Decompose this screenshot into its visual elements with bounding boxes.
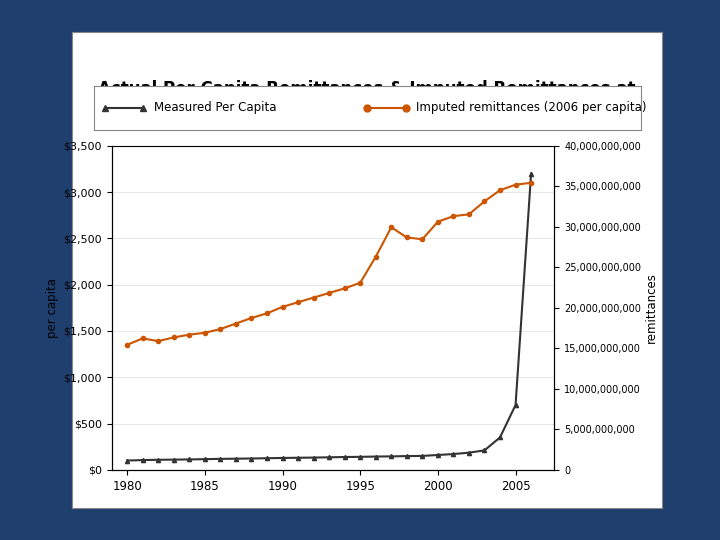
Measured Per Capita <box>356 454 364 460</box>
Imputed remittances (2006 per capita) <box>418 236 427 242</box>
Measured Per Capita <box>511 402 520 408</box>
Measured Per Capita <box>325 454 333 461</box>
Measured Per Capita <box>263 455 271 462</box>
Measured Per Capita <box>341 454 349 460</box>
Measured Per Capita <box>294 455 302 461</box>
Measured Per Capita <box>449 451 458 457</box>
Imputed remittances (2006 per capita) <box>325 290 333 296</box>
Text: Measured Per Capita: Measured Per Capita <box>154 102 276 114</box>
Imputed remittances (2006 per capita) <box>232 320 240 327</box>
Imputed remittances (2006 per capita) <box>511 181 520 188</box>
Measured Per Capita <box>154 456 163 463</box>
Imputed remittances (2006 per capita) <box>341 285 349 292</box>
Y-axis label: remittances: remittances <box>645 272 658 343</box>
Imputed remittances (2006 per capita) <box>123 342 132 348</box>
Measured Per Capita <box>418 453 427 459</box>
Imputed remittances (2006 per capita) <box>480 198 489 205</box>
Imputed remittances (2006 per capita) <box>294 299 302 306</box>
Imputed remittances (2006 per capita) <box>464 211 473 218</box>
Imputed remittances (2006 per capita) <box>372 254 380 260</box>
Imputed remittances (2006 per capita) <box>263 310 271 316</box>
Imputed remittances (2006 per capita) <box>402 234 411 241</box>
Measured Per Capita <box>232 455 240 462</box>
Imputed remittances (2006 per capita) <box>154 338 163 345</box>
Imputed remittances (2006 per capita) <box>449 213 458 219</box>
Imputed remittances (2006 per capita) <box>527 180 536 186</box>
Measured Per Capita <box>169 456 178 463</box>
Text: Imputed remittances (2006 per capita): Imputed remittances (2006 per capita) <box>416 102 647 114</box>
Imputed remittances (2006 per capita) <box>185 332 194 338</box>
Imputed remittances (2006 per capita) <box>216 326 225 332</box>
Measured Per Capita <box>247 455 256 462</box>
Imputed remittances (2006 per capita) <box>278 303 287 310</box>
Measured Per Capita <box>123 457 132 464</box>
Measured Per Capita <box>480 447 489 454</box>
Measured Per Capita <box>433 452 442 458</box>
Text: Actual Per Capita Remittances & Imputed Remittances at
2006 Rate: Actual Per Capita Remittances & Imputed … <box>99 80 636 119</box>
Imputed remittances (2006 per capita) <box>138 335 147 342</box>
Measured Per Capita <box>216 456 225 462</box>
Y-axis label: per capita: per capita <box>46 278 59 338</box>
Imputed remittances (2006 per capita) <box>433 219 442 225</box>
Measured Per Capita <box>200 456 209 462</box>
Imputed remittances (2006 per capita) <box>495 187 504 193</box>
Measured Per Capita <box>278 455 287 461</box>
Imputed remittances (2006 per capita) <box>310 294 318 301</box>
Measured Per Capita <box>310 454 318 461</box>
Imputed remittances (2006 per capita) <box>356 280 364 286</box>
Measured Per Capita <box>495 434 504 441</box>
Measured Per Capita <box>464 449 473 456</box>
Line: Imputed remittances (2006 per capita): Imputed remittances (2006 per capita) <box>125 181 534 347</box>
Imputed remittances (2006 per capita) <box>247 315 256 321</box>
Measured Per Capita <box>387 453 395 460</box>
Measured Per Capita <box>402 453 411 460</box>
Measured Per Capita <box>372 453 380 460</box>
Imputed remittances (2006 per capita) <box>169 334 178 341</box>
Measured Per Capita <box>138 457 147 463</box>
Measured Per Capita <box>185 456 194 463</box>
Line: Measured Per Capita: Measured Per Capita <box>125 172 534 463</box>
Measured Per Capita <box>527 170 536 177</box>
Imputed remittances (2006 per capita) <box>387 224 395 231</box>
Imputed remittances (2006 per capita) <box>200 329 209 336</box>
